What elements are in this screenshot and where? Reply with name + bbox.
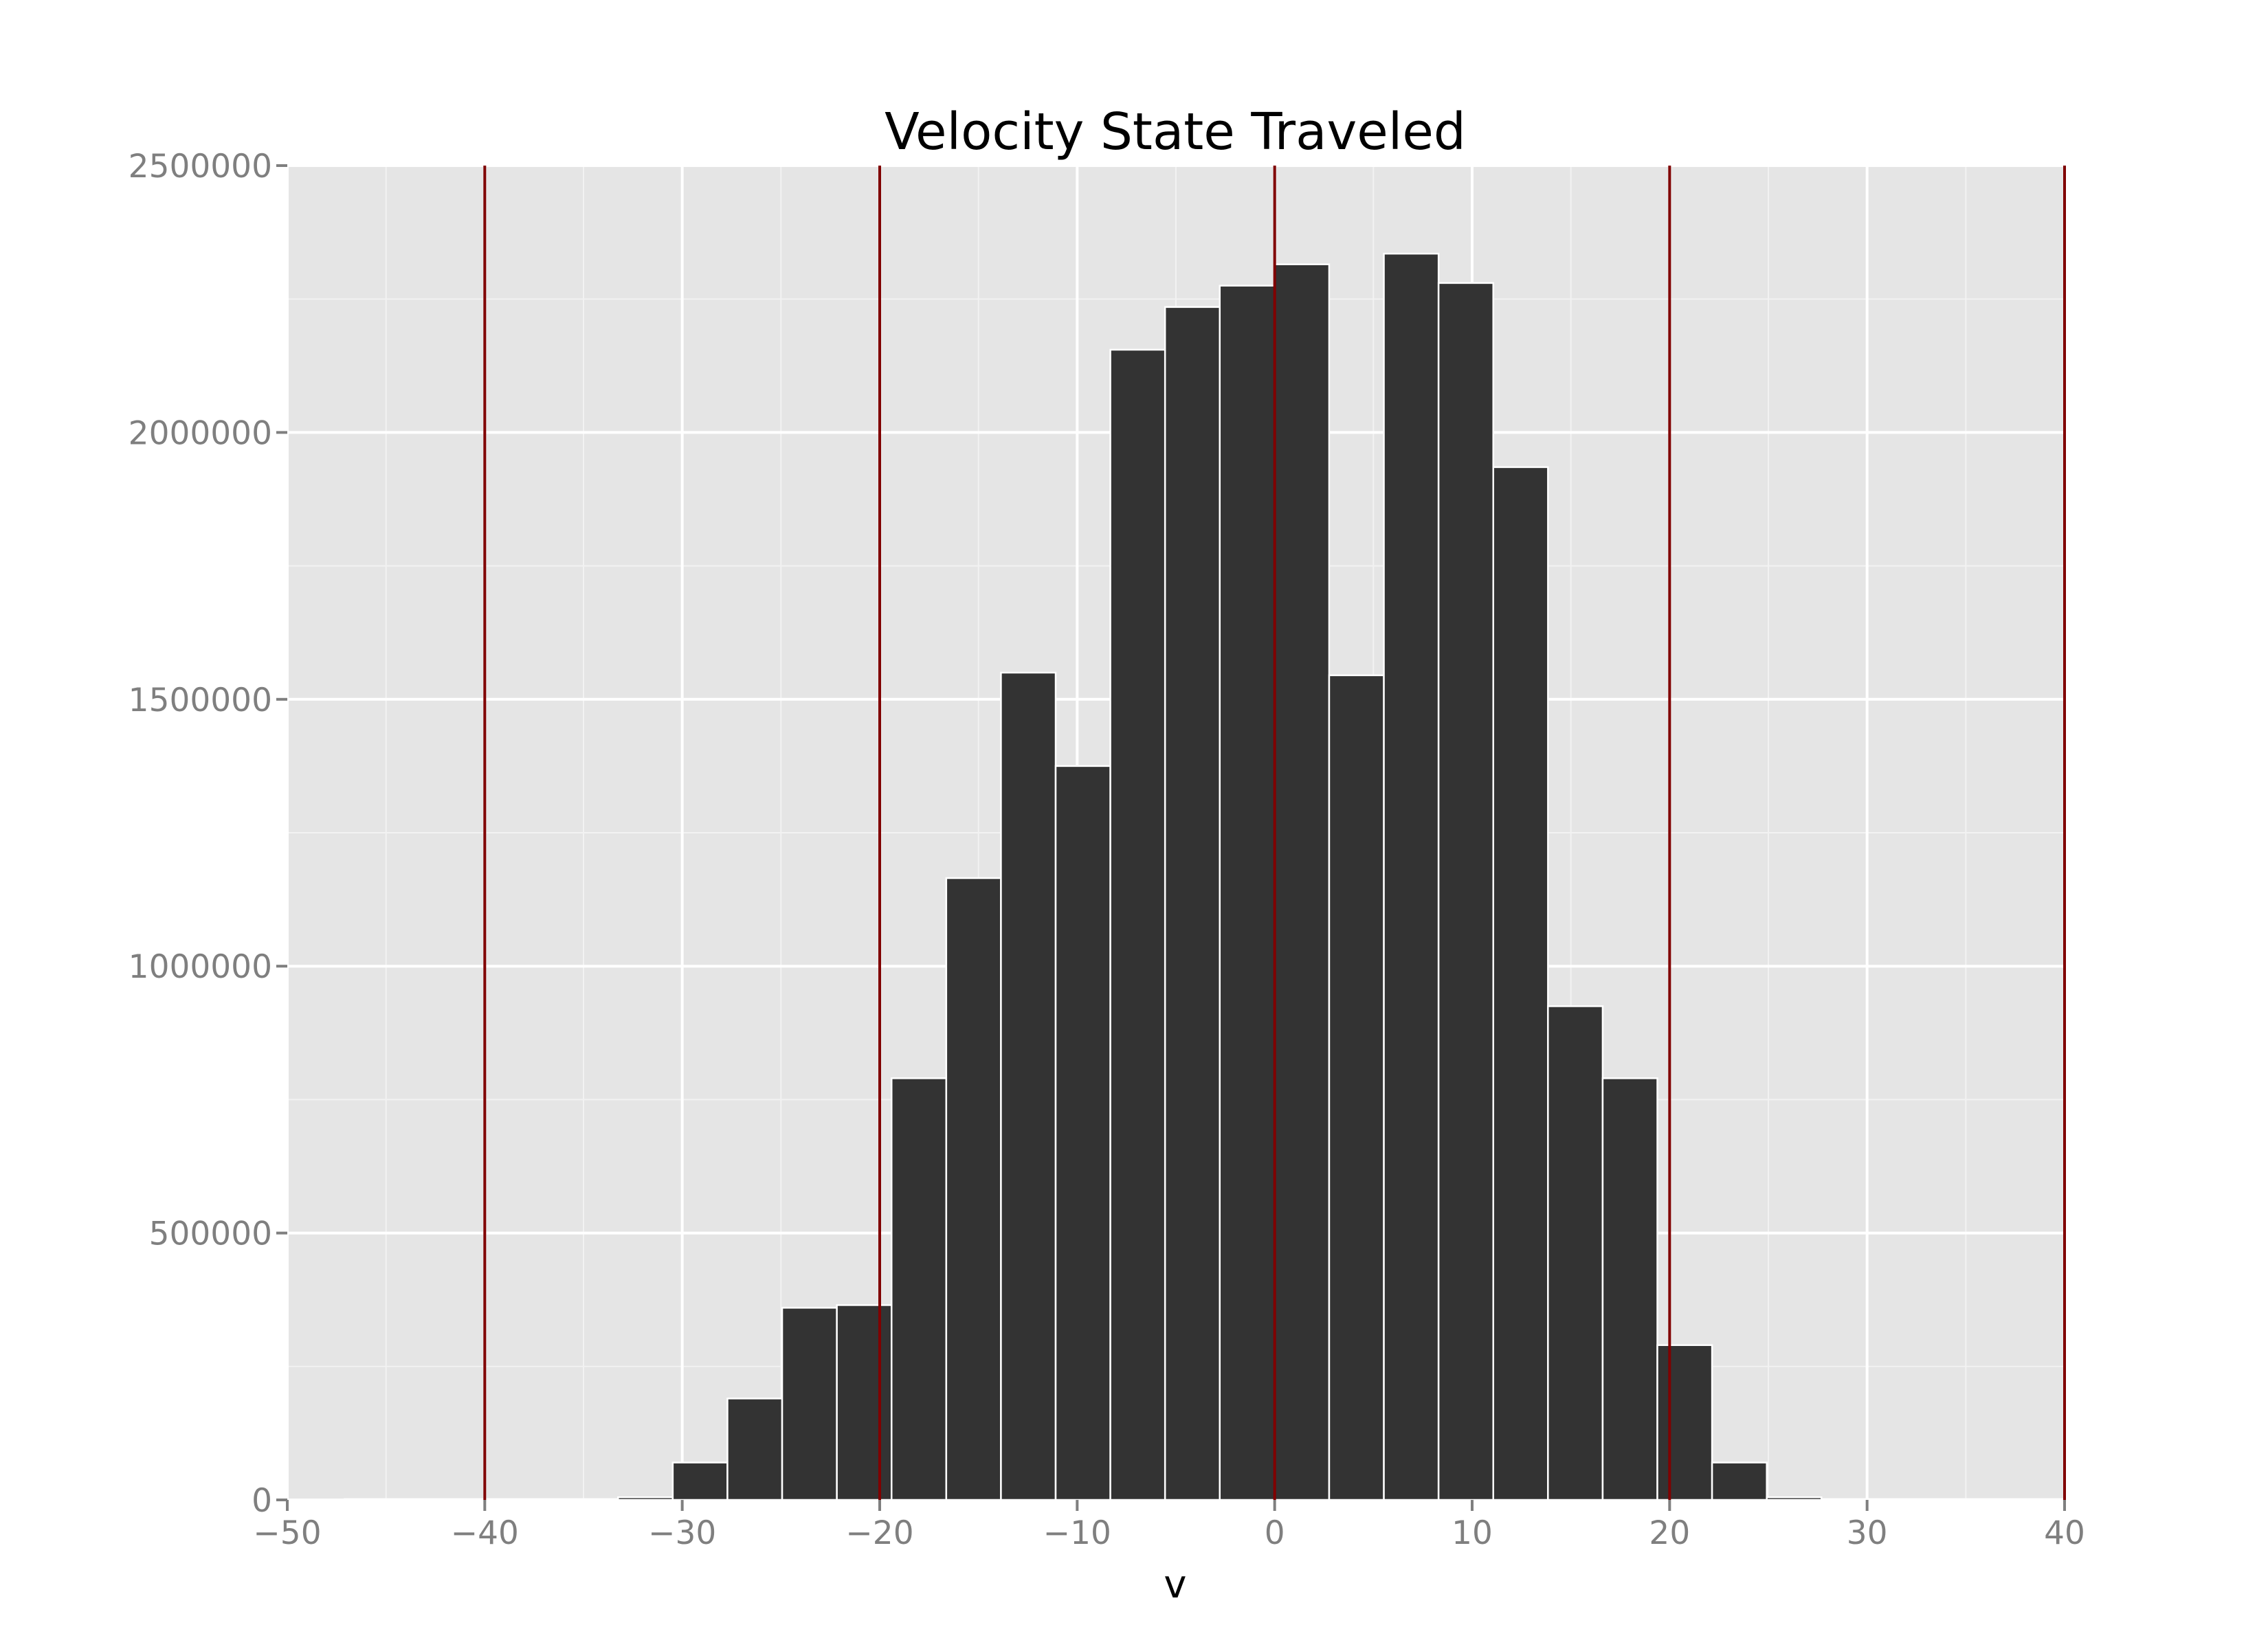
histogram-bar — [1547, 1005, 1604, 1501]
x-tick-label: −30 — [648, 1514, 716, 1552]
x-tick-label: 30 — [1847, 1514, 1888, 1552]
histogram-bar — [2039, 1498, 2096, 1501]
histogram-bar — [344, 1498, 401, 1501]
x-tick-label: −40 — [451, 1514, 519, 1552]
histogram-bar — [1274, 263, 1331, 1501]
histogram-bar — [1492, 466, 1549, 1501]
x-tick-label: −10 — [1043, 1514, 1111, 1552]
y-tick-label: 1000000 — [129, 948, 272, 986]
y-tick-label: 0 — [252, 1482, 272, 1520]
histogram-bar — [1984, 1498, 2041, 1501]
y-tick-label: 500000 — [149, 1215, 272, 1253]
x-tick-label: −50 — [253, 1514, 321, 1552]
histogram-bar — [890, 1077, 948, 1501]
histogram-bar — [1000, 671, 1057, 1501]
y-tick-label: 1500000 — [129, 682, 272, 719]
histogram-bar — [453, 1498, 510, 1501]
histogram-bar — [1656, 1344, 1713, 1501]
histogram-bar — [617, 1496, 674, 1501]
histogram-bar — [1821, 1498, 1878, 1501]
x-axis: −50 −40 −30 −20 −10 0 10 20 30 40 — [253, 1500, 2085, 1552]
histogram-bar — [1601, 1077, 1658, 1501]
histogram-bar — [398, 1498, 455, 1501]
x-tick-label: 40 — [2044, 1514, 2085, 1552]
histogram-bar — [781, 1307, 838, 1501]
y-tick-label: 2000000 — [129, 414, 272, 452]
histogram-bar — [1328, 674, 1385, 1501]
histogram-bar — [1054, 765, 1111, 1501]
x-tick-label: 10 — [1452, 1514, 1493, 1552]
histogram-bar — [1930, 1498, 1987, 1501]
x-axis-label: v — [1164, 1562, 1186, 1607]
histogram-bar — [1383, 252, 1440, 1501]
histogram-bar — [836, 1304, 893, 1501]
histogram-bar — [1711, 1461, 1768, 1501]
chart-title: Velocity State Traveled — [885, 102, 1466, 161]
x-tick-label: 20 — [1649, 1514, 1690, 1552]
histogram-bar — [1164, 306, 1221, 1501]
histogram-bar — [562, 1498, 619, 1501]
reference-lines — [483, 166, 2066, 1500]
histogram-bars — [344, 252, 2096, 1501]
histogram-bar — [1109, 348, 1166, 1501]
histogram-bar — [507, 1498, 564, 1501]
y-tick-label: 2500000 — [129, 148, 272, 186]
histogram-bar — [945, 877, 1002, 1501]
histogram-bar — [726, 1398, 783, 1501]
histogram-bar — [671, 1461, 729, 1501]
x-tick-label: 0 — [1265, 1514, 1285, 1552]
histogram-bar — [1437, 282, 1494, 1501]
histogram-bar — [1219, 284, 1276, 1501]
x-tick-label: −20 — [845, 1514, 913, 1552]
histogram-bar — [1766, 1496, 1823, 1501]
y-axis: 0 500000 1000000 1500000 2000000 2500000 — [129, 148, 287, 1520]
histogram-bar — [1875, 1498, 1932, 1501]
